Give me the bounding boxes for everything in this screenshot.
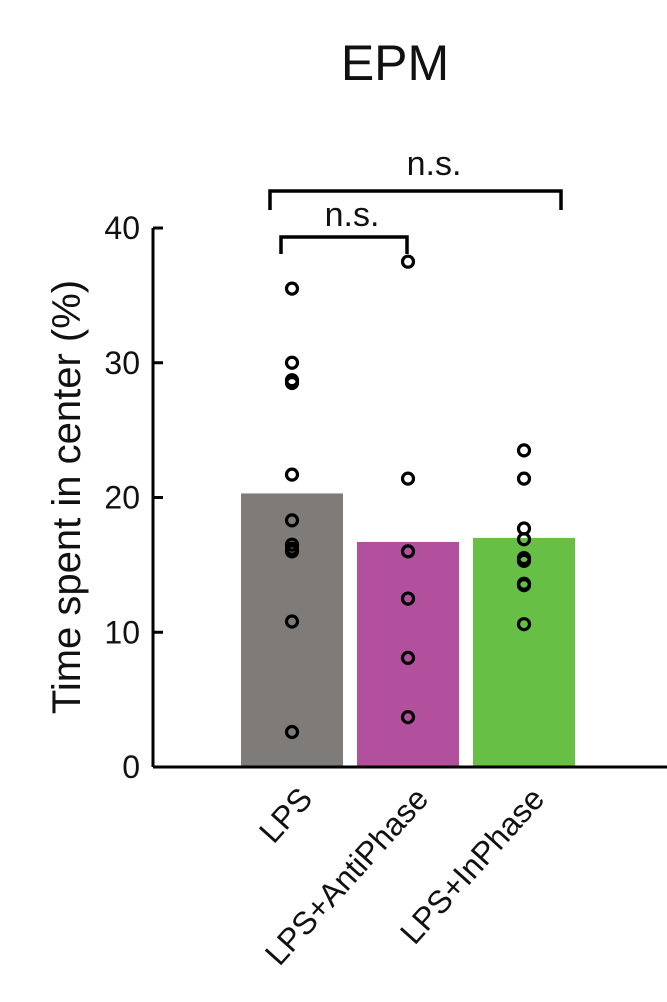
data-point-1-2	[284, 355, 300, 370]
data-point-2-5	[400, 650, 416, 665]
data-point-2-3	[400, 544, 416, 559]
y-tick-label-10: 10	[104, 614, 140, 650]
significance-group: n.s. n.s.	[268, 145, 563, 254]
y-axis-label: Time spent in center (%)	[45, 280, 89, 714]
x-tick-label-1: LPS	[252, 781, 319, 850]
significance-label-2: n.s.	[407, 145, 462, 183]
significance-label-1: n.s.	[325, 196, 380, 234]
data-point-1-6	[284, 513, 300, 528]
y-tick-label-30: 30	[104, 345, 140, 381]
y-tick-label-40: 40	[104, 210, 140, 246]
significance-bracket-2	[268, 189, 563, 210]
data-point-3-1	[516, 443, 532, 458]
y-tick-label-20: 20	[104, 480, 140, 516]
data-point-1-11	[284, 724, 300, 740]
points-group	[284, 254, 532, 740]
data-point-2-2	[400, 471, 416, 486]
bar-3	[473, 537, 575, 767]
data-point-2-1	[400, 254, 416, 269]
chart-title: EPM	[341, 35, 449, 91]
data-point-1-4	[284, 375, 300, 391]
data-point-3-8	[516, 577, 532, 593]
data-point-1-10	[284, 614, 300, 629]
data-point-2-6	[400, 710, 416, 725]
data-point-1-5	[284, 467, 300, 482]
y-tick-label-0: 0	[122, 749, 140, 785]
data-point-1-1	[284, 281, 300, 296]
y-ticks-group: 0 10 20 30 40	[104, 210, 163, 785]
data-point-2-4	[400, 591, 416, 606]
data-point-1-9	[284, 544, 300, 559]
data-point-3-6	[516, 553, 532, 568]
data-point-3-2	[516, 471, 532, 486]
data-point-3-4	[516, 532, 532, 547]
data-point-3-9	[516, 617, 532, 632]
significance-bracket-1	[279, 235, 409, 254]
bar-2	[357, 541, 459, 767]
